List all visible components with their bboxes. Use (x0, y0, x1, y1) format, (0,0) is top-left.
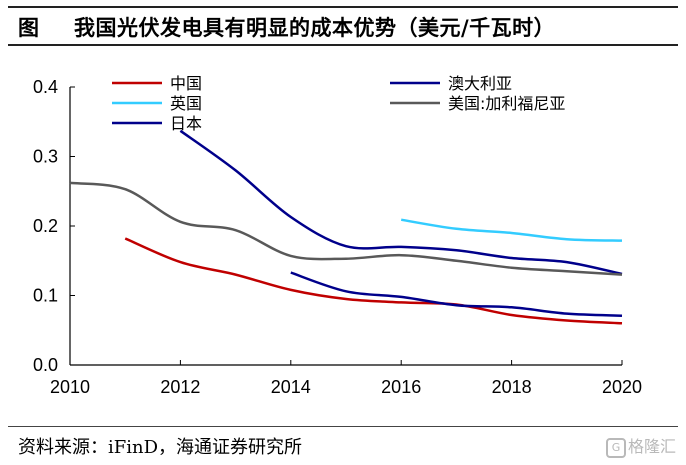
legend-label-4: 美国:加利福尼亚 (448, 94, 565, 113)
x-tick-label: 2016 (381, 377, 421, 397)
y-tick-label: 0.3 (33, 147, 58, 167)
x-tick-label: 2018 (492, 377, 532, 397)
header-top-rule (8, 6, 678, 8)
legend-label-3: 澳大利亚 (448, 74, 512, 93)
watermark-logo-icon: G (606, 437, 626, 458)
series-0-line (124, 237, 623, 325)
x-tick-label: 2010 (50, 377, 90, 397)
y-tick-label: 0.0 (33, 355, 58, 375)
legend-label-0: 中国 (170, 74, 202, 93)
series-1-line (400, 218, 623, 242)
x-tick-label: 2014 (271, 377, 311, 397)
x-tick-label: 2020 (602, 377, 642, 397)
y-tick-label: 0.2 (33, 216, 58, 236)
header-bottom-rule (8, 44, 678, 46)
legend-label-2: 日本 (170, 114, 202, 133)
figure-header: 图 我国光伏发电具有明显的成本优势（美元/千瓦时） (0, 0, 686, 48)
series-3-line (290, 271, 623, 317)
line-chart: 0.0 0.1 0.2 0.3 0.4 2010 2012 2014 2016 2018 2020 中… (33, 74, 642, 397)
chart-title: 我国光伏发电具有明显的成本优势（美元/千瓦时） (74, 15, 556, 40)
watermark: G 格隆汇 (606, 433, 676, 458)
footer-rule (8, 426, 678, 427)
series-4-line (69, 181, 623, 276)
x-tick-label: 2012 (160, 377, 200, 397)
legend-label-1: 英国 (170, 94, 202, 113)
y-tick-label: 0.4 (33, 77, 58, 97)
figure-label: 图 (18, 15, 39, 40)
watermark-text: 格隆汇 (628, 437, 677, 456)
series-2-line (179, 129, 623, 276)
y-tick-label: 0.1 (33, 286, 58, 306)
source-note: 资料来源：iFinD，海通证券研究所 (18, 437, 303, 458)
